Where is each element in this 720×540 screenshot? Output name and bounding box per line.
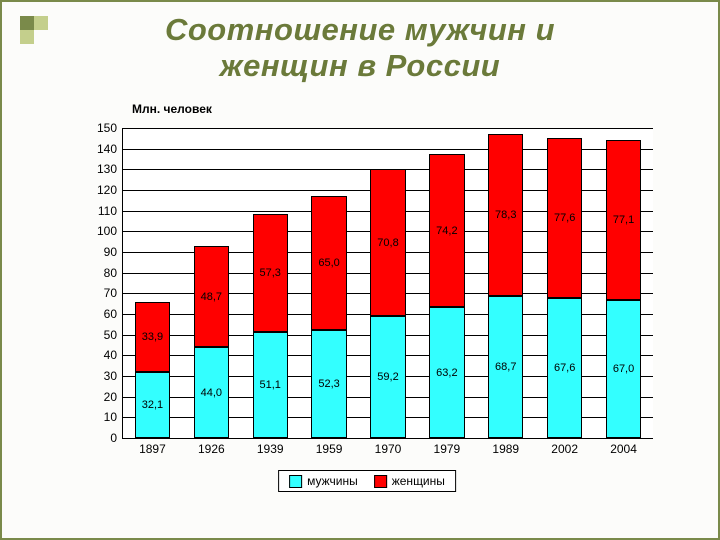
y-tick-label: 150 [97, 121, 123, 135]
slide-frame: Соотношение мужчин и женщин в России Млн… [0, 0, 720, 540]
y-tick-label: 30 [104, 369, 123, 383]
y-tick-label: 120 [97, 183, 123, 197]
bar-group: 51,157,3 [253, 214, 288, 438]
y-tick-label: 80 [104, 266, 123, 280]
bar-segment [429, 307, 464, 438]
bar-segment [253, 214, 288, 332]
bar-group: 67,677,6 [547, 138, 582, 438]
bar-segment [135, 372, 170, 438]
bar-segment [547, 138, 582, 298]
bar-segment [135, 302, 170, 372]
chart-area: 0 10 20 30 40 50 60 70 80 90 100 110 120 130 140 150 189… [72, 110, 662, 510]
bar-segment [311, 330, 346, 438]
bar-segment [547, 298, 582, 438]
bar-segment [370, 169, 405, 315]
y-tick-label: 60 [104, 307, 123, 321]
legend: мужчины женщины [278, 470, 456, 492]
bar-group: 63,274,2 [429, 154, 464, 438]
y-tick-label: 70 [104, 286, 123, 300]
bar-segment [488, 296, 523, 438]
bar-group: 32,133,9 [135, 302, 170, 438]
legend-label: женщины [392, 474, 445, 488]
bar-segment [606, 300, 641, 438]
x-tick-label: 2004 [610, 438, 637, 456]
grid-line [123, 128, 653, 129]
legend-label: мужчины [307, 474, 358, 488]
bar-segment [370, 316, 405, 438]
y-tick-label: 20 [104, 390, 123, 404]
bar-group: 44,048,7 [194, 246, 229, 438]
bar-group: 68,778,3 [488, 134, 523, 438]
y-tick-label: 130 [97, 162, 123, 176]
bar-segment [253, 332, 288, 438]
x-tick-label: 1959 [316, 438, 343, 456]
y-tick-label: 140 [97, 142, 123, 156]
x-tick-label: 1979 [434, 438, 461, 456]
y-tick-label: 50 [104, 328, 123, 342]
title-line-2: женщин в России [2, 48, 718, 84]
y-tick-label: 40 [104, 348, 123, 362]
y-tick-label: 10 [104, 410, 123, 424]
x-tick-label: 1897 [139, 438, 166, 456]
legend-swatch [289, 475, 302, 488]
y-tick-label: 0 [110, 431, 123, 445]
legend-item: мужчины [289, 474, 358, 488]
title-line-1: Соотношение мужчин и [2, 12, 718, 48]
bar-group: 52,365,0 [311, 196, 346, 438]
plot-area: 0102030405060708090100110120130140150189… [122, 128, 653, 439]
x-tick-label: 1989 [492, 438, 519, 456]
bar-segment [488, 134, 523, 296]
bar-group: 59,270,8 [370, 169, 405, 438]
legend-item: женщины [374, 474, 445, 488]
x-tick-label: 1970 [375, 438, 402, 456]
y-tick-label: 110 [98, 204, 123, 218]
y-tick-label: 100 [97, 224, 123, 238]
x-tick-label: 2002 [551, 438, 578, 456]
y-tick-label: 90 [104, 245, 123, 259]
legend-swatch [374, 475, 387, 488]
bar-segment [194, 246, 229, 347]
corner-accent [20, 16, 56, 50]
x-tick-label: 1939 [257, 438, 284, 456]
bar-segment [429, 154, 464, 307]
bar-segment [194, 347, 229, 438]
x-tick-label: 1926 [198, 438, 225, 456]
bar-group: 67,077,1 [606, 140, 641, 438]
bar-segment [311, 196, 346, 330]
slide-title: Соотношение мужчин и женщин в России [2, 12, 718, 83]
bar-segment [606, 140, 641, 299]
